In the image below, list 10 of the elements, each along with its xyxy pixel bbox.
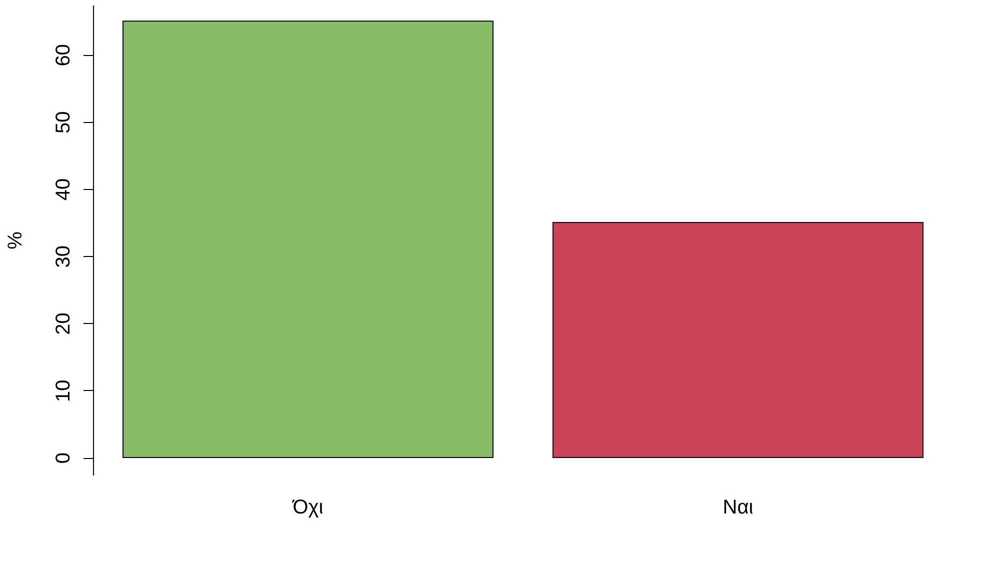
x-tick-label: Όχι <box>292 496 324 518</box>
y-axis-title: % <box>4 231 26 250</box>
y-tick-label: 10 <box>52 380 74 402</box>
y-tick-label: 60 <box>52 44 74 66</box>
y-tick-label: 0 <box>52 452 74 464</box>
y-tick-label: 40 <box>52 178 74 201</box>
x-tick-label: Ναι <box>722 496 754 518</box>
y-tick-label: 30 <box>52 245 74 268</box>
y-tick-label: 50 <box>52 111 74 134</box>
y-tick-label: 20 <box>52 312 74 335</box>
